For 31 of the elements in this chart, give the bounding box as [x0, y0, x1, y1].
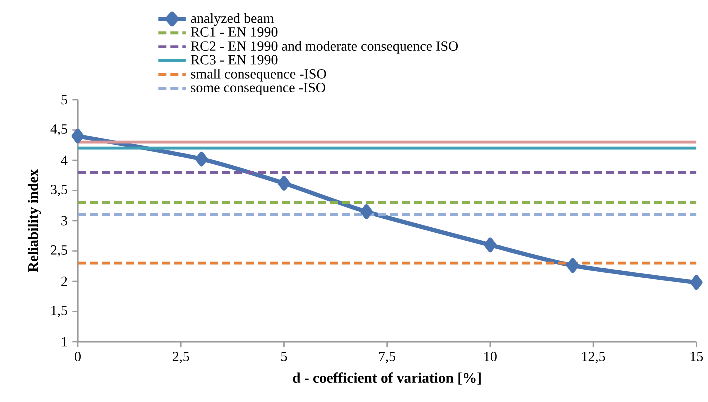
legend-label: RC2 - EN 1990 and moderate consequence ISO: [191, 41, 458, 54]
x-tick-label: 5: [282, 352, 288, 362]
legend-label: RC1 - EN 1990: [191, 27, 278, 37]
y-tick-label: 4: [61, 156, 68, 166]
y-tick-label: 3: [62, 216, 68, 226]
legend-label: analyzed beam: [191, 13, 274, 26]
x-tick-label: 12,5: [582, 352, 606, 364]
point: [196, 152, 208, 167]
point: [72, 128, 84, 144]
y-axis-title: Reliability index: [28, 170, 42, 272]
y-tick-label: 2: [62, 276, 68, 286]
y-tick-label: 1: [62, 337, 68, 347]
x-tick-label: 0: [75, 352, 81, 362]
legend-label: some consequence -ISO: [191, 83, 326, 96]
y-tick-label: 3,5: [51, 185, 68, 196]
x-tick-label: 15: [690, 352, 704, 362]
point: [690, 275, 703, 290]
y-tick-label: 5: [62, 95, 68, 105]
point: [484, 238, 497, 253]
x-tick-label: 10: [484, 352, 497, 362]
point: [278, 176, 290, 191]
point: [566, 258, 580, 274]
y-tick-label: 1,5: [52, 306, 68, 318]
x-tick-label: 2,5: [172, 352, 190, 364]
y-tick-label: 4,5: [50, 124, 68, 136]
point: [360, 204, 373, 220]
legend-label: RC3 - EN 1990: [191, 55, 278, 65]
x-tick-label: 7,5: [380, 352, 396, 364]
legend-label: small consequence -ISO: [191, 69, 326, 82]
x-axis-title: d - coefficient of variation [%]: [293, 372, 481, 385]
y-tick-label: 2,5: [51, 246, 68, 257]
